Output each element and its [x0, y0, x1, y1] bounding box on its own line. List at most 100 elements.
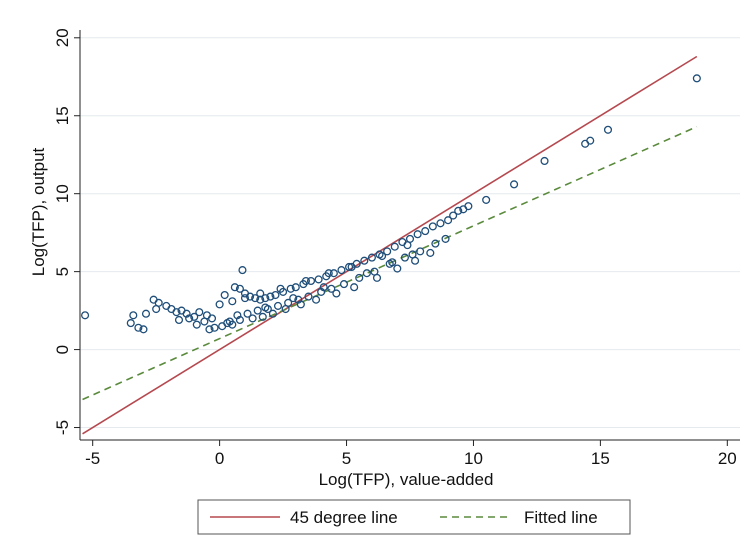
- scatter-point: [393, 264, 402, 273]
- scatter-point: [347, 262, 356, 272]
- scatter-point: [261, 303, 270, 312]
- legend-label-fitted-line: Fitted line: [524, 508, 598, 527]
- scatter-point: [225, 317, 234, 326]
- scatter-point: [253, 306, 262, 315]
- scatter-point: [192, 320, 201, 329]
- scatter-point: [220, 290, 229, 300]
- scatter-point: [339, 280, 349, 289]
- scatter-point: [413, 230, 422, 239]
- scatter-point: [441, 234, 450, 243]
- scatter-point: [454, 206, 463, 215]
- scatter-point: [235, 315, 244, 325]
- legend: 45 degree line Fitted line: [197, 499, 631, 535]
- scatter-point: [383, 247, 392, 256]
- scatter-point: [372, 273, 382, 282]
- scatter-point: [360, 256, 369, 265]
- scatter-point: [195, 308, 204, 317]
- scatter-point: [482, 195, 491, 204]
- scatter-point: [362, 269, 371, 278]
- scatter-point: [281, 304, 290, 314]
- scatter-point: [273, 301, 283, 310]
- scatter-point: [258, 312, 267, 321]
- scatter-point: [317, 287, 326, 296]
- scatter-point: [271, 290, 280, 300]
- scatter-point: [185, 314, 194, 323]
- scatter-point: [174, 315, 184, 325]
- y-axis-title: Log(TFP), output: [29, 147, 48, 276]
- scatter-point: [286, 284, 295, 293]
- scatter-point: [436, 219, 445, 228]
- legend-label-45-degree-line: 45 degree line: [290, 508, 398, 527]
- scatter-point: [304, 292, 313, 301]
- y-tick-label: 15: [53, 106, 72, 125]
- scatter-point: [243, 309, 252, 318]
- scatter-point: [266, 292, 275, 301]
- scatter-point: [312, 295, 321, 304]
- scatter-point: [233, 311, 242, 320]
- scatter-point: [327, 284, 336, 293]
- scatter-point: [200, 317, 209, 326]
- x-tick-label: -5: [85, 449, 100, 468]
- scatter-point: [291, 283, 300, 292]
- y-tick-label: 5: [53, 267, 72, 276]
- scatter-point: [81, 311, 90, 320]
- scatter-point: [152, 304, 161, 314]
- scatter-point: [421, 227, 430, 236]
- y-tick-label: 0: [53, 345, 72, 354]
- y-tick-label: 10: [53, 184, 72, 203]
- scatter-point: [403, 241, 412, 250]
- scatter-point: [416, 247, 425, 256]
- scatter-point: [426, 248, 435, 257]
- scatter-point: [238, 266, 247, 275]
- scatter-point: [388, 258, 397, 267]
- scatter-point: [400, 253, 409, 262]
- scatter-point: [205, 325, 214, 334]
- fitted-line: [82, 125, 698, 401]
- forty-five-degree-line: [82, 55, 698, 435]
- scatter-point: [141, 309, 151, 318]
- scatter-points: [81, 74, 701, 334]
- scatter-point: [215, 300, 224, 309]
- scatter-point: [182, 309, 191, 318]
- scatter-point: [355, 273, 364, 282]
- scatter-point: [444, 216, 453, 225]
- scatter-point: [134, 323, 143, 332]
- scatter-point: [129, 311, 138, 320]
- scatter-point: [603, 125, 613, 134]
- scatter-point: [540, 156, 549, 166]
- scatter-point: [449, 211, 458, 220]
- scatter-point: [692, 74, 701, 83]
- scatter-point: [428, 222, 437, 231]
- x-tick-label: 15: [591, 449, 610, 468]
- x-tick-label: 5: [342, 449, 351, 468]
- grid-lines: [80, 37, 740, 429]
- scatter-point: [510, 180, 519, 189]
- scatter-point: [228, 297, 237, 306]
- scatter-point: [276, 284, 285, 293]
- axes: [74, 30, 740, 446]
- scatter-point: [337, 266, 346, 275]
- scatter-point: [172, 308, 181, 317]
- scatter-point: [289, 294, 298, 303]
- scatter-point: [464, 202, 473, 211]
- scatter-point: [261, 294, 270, 303]
- scatter-point: [350, 283, 359, 292]
- scatter-point: [139, 325, 148, 334]
- x-tick-label: 20: [718, 449, 737, 468]
- x-tick-label: 10: [464, 449, 483, 468]
- scatter-point: [207, 314, 217, 323]
- scatter-point: [431, 239, 440, 248]
- tick-labels: -5 0 5 10 15 20 -5 0 5 10 15 20: [53, 28, 737, 468]
- scatter-point: [390, 242, 399, 251]
- y-tick-label: 20: [53, 28, 72, 47]
- scatter-point: [367, 253, 376, 262]
- scatter-point: [235, 284, 244, 293]
- scatter-point: [586, 136, 595, 145]
- scatter-point: [126, 319, 135, 328]
- x-tick-label: 0: [215, 449, 224, 468]
- scatter-point: [329, 269, 338, 278]
- scatter-point: [230, 283, 239, 292]
- scatter-point: [324, 269, 333, 278]
